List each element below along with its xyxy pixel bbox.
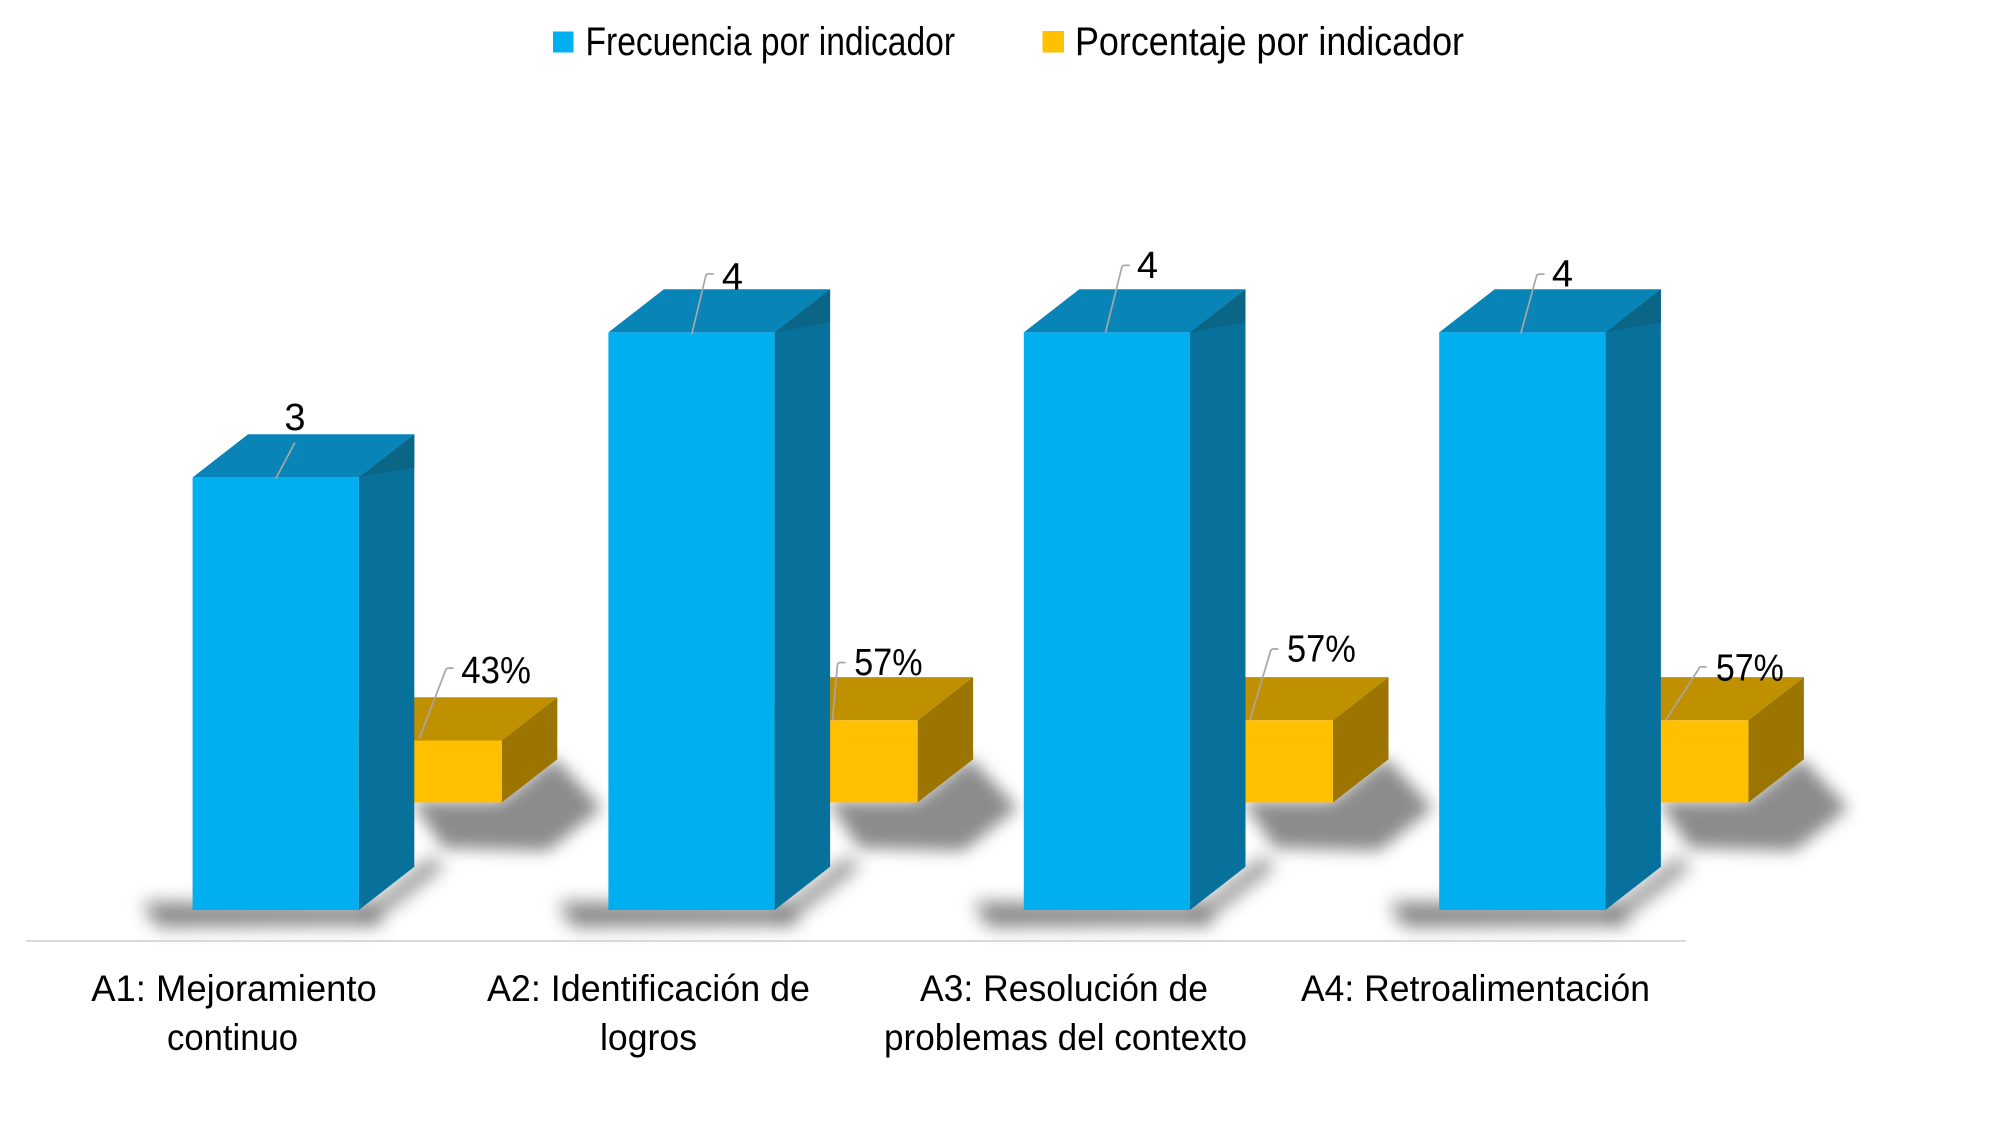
svg-text:A3: Resolución de: A3: Resolución de: [920, 968, 1208, 1009]
svg-text:continuo: continuo: [167, 1017, 298, 1058]
svg-text:Frecuencia por indicador: Frecuencia por indicador: [586, 20, 956, 64]
svg-text:43%: 43%: [461, 650, 531, 692]
svg-text:problemas del contexto: problemas del contexto: [884, 1017, 1247, 1058]
svg-text:A4: Retroalimentación: A4: Retroalimentación: [1301, 968, 1650, 1009]
svg-text:57%: 57%: [854, 642, 922, 684]
svg-text:4: 4: [722, 256, 743, 298]
svg-text:57%: 57%: [1287, 628, 1356, 670]
svg-text:Porcentaje por indicador: Porcentaje por indicador: [1075, 20, 1464, 64]
svg-text:4: 4: [1137, 245, 1158, 287]
svg-text:logros: logros: [600, 1017, 697, 1058]
svg-text:A1: Mejoramiento: A1: Mejoramiento: [91, 968, 377, 1009]
svg-text:57%: 57%: [1716, 648, 1784, 690]
svg-text:4: 4: [1552, 253, 1573, 295]
svg-text:A2: Identificación de: A2: Identificación de: [487, 968, 810, 1009]
svg-text:3: 3: [284, 397, 305, 439]
